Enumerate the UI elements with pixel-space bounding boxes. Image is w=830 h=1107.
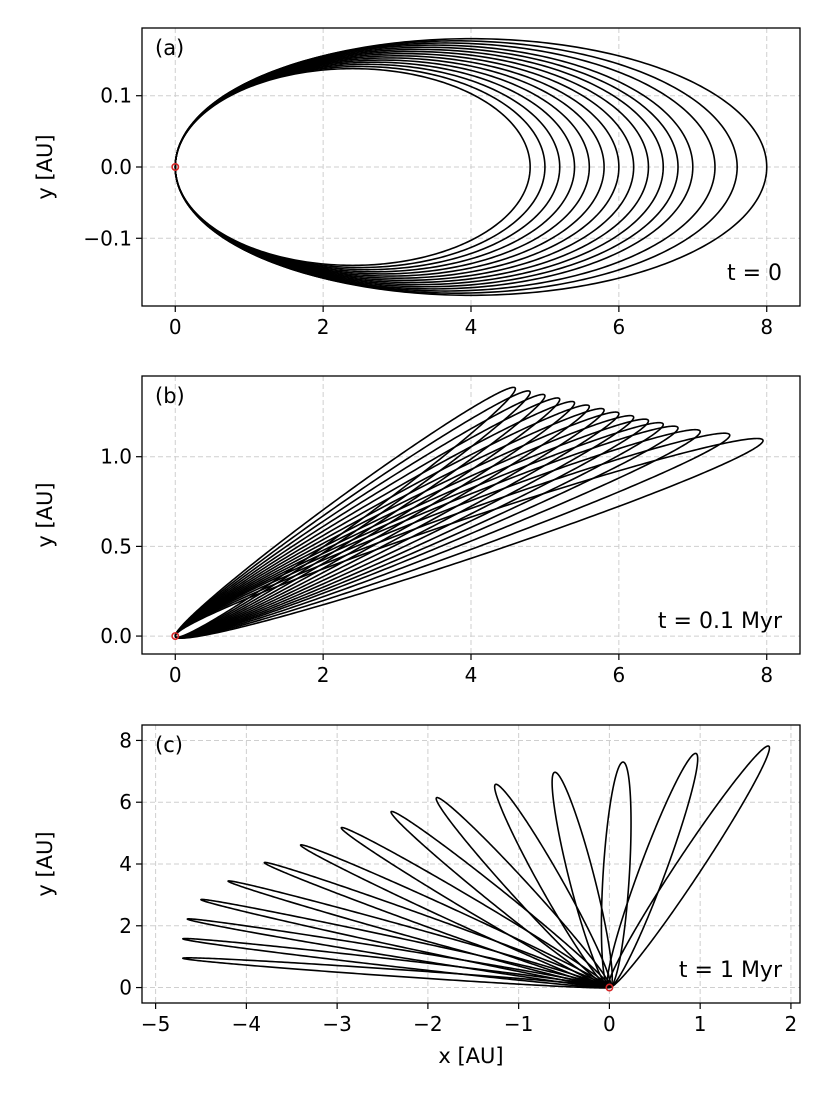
panel-label: (b) [155, 384, 185, 408]
y-tick-label: 0.5 [100, 534, 132, 558]
orbits-a [174, 37, 768, 297]
star-marker [605, 983, 614, 992]
x-tick-label: −4 [232, 1012, 261, 1036]
y-tick-label: 1.0 [100, 445, 132, 469]
time-label: t = 1 Myr [679, 958, 783, 983]
x-tick-label: 1 [694, 1012, 707, 1036]
y-axis-label: y [AU] [33, 134, 57, 199]
y-axis-label: y [AU] [33, 482, 57, 547]
y-tick-label: 8 [119, 728, 132, 752]
x-tick-label: 8 [760, 663, 773, 687]
x-tick-label: −3 [322, 1012, 351, 1036]
time-label: t = 0 [727, 261, 782, 286]
y-tick-label: 2 [119, 914, 132, 938]
grid-b [142, 376, 800, 654]
panel-label: (c) [155, 733, 183, 757]
panel-b: 0 2 4 6 8 0.0 0.5 1.0 y [AU] (b) t = 0.1 Myr [33, 375, 801, 687]
panel-c: −5 −4 −3 −2 −1 0 1 2 0 2 4 6 8 y [AU] x [AU] (c) t = 1 M… [33, 724, 801, 1068]
grid-c [142, 725, 800, 1003]
x-tick-label: 2 [317, 315, 330, 339]
orbits-b [174, 386, 764, 639]
x-tick-label: 6 [612, 315, 625, 339]
x-tick-label: 4 [465, 315, 478, 339]
x-tick-label: 2 [785, 1012, 798, 1036]
x-axis-label: x [AU] [438, 1044, 503, 1068]
star-marker [171, 163, 180, 172]
time-label: t = 0.1 Myr [658, 609, 783, 634]
orbit-13 [600, 761, 632, 989]
y-tick-label: 4 [119, 852, 132, 876]
orbits-c [181, 745, 771, 989]
x-tick-label: 8 [760, 315, 773, 339]
y-tick-label: 0.0 [100, 624, 132, 648]
y-tick-label: 0.0 [100, 155, 132, 179]
y-tick-label: 6 [119, 790, 132, 814]
y-tick-label: −0.1 [83, 226, 132, 250]
x-tick-label: 0 [169, 315, 182, 339]
x-tick-label: 4 [465, 663, 478, 687]
x-tick-label: 6 [612, 663, 625, 687]
y-axis-label: y [AU] [33, 831, 57, 896]
panel-a: 0 2 4 6 8 −0.1 0.0 0.1 y [AU] (a) t = 0 [33, 27, 801, 339]
orbit-15 [174, 437, 764, 639]
panel-label: (a) [155, 36, 184, 60]
star-marker [171, 632, 180, 641]
orbit-15 [607, 745, 771, 989]
y-tick-label: 0 [119, 976, 132, 1000]
y-tick-label: 0.1 [100, 84, 132, 108]
x-tick-label: −2 [413, 1012, 442, 1036]
x-tick-label: 0 [603, 1012, 616, 1036]
orbit-15 [174, 37, 768, 297]
x-tick-label: 2 [317, 663, 330, 687]
x-tick-label: 0 [169, 663, 182, 687]
x-tick-label: −5 [141, 1012, 170, 1036]
x-tick-label: −1 [504, 1012, 533, 1036]
